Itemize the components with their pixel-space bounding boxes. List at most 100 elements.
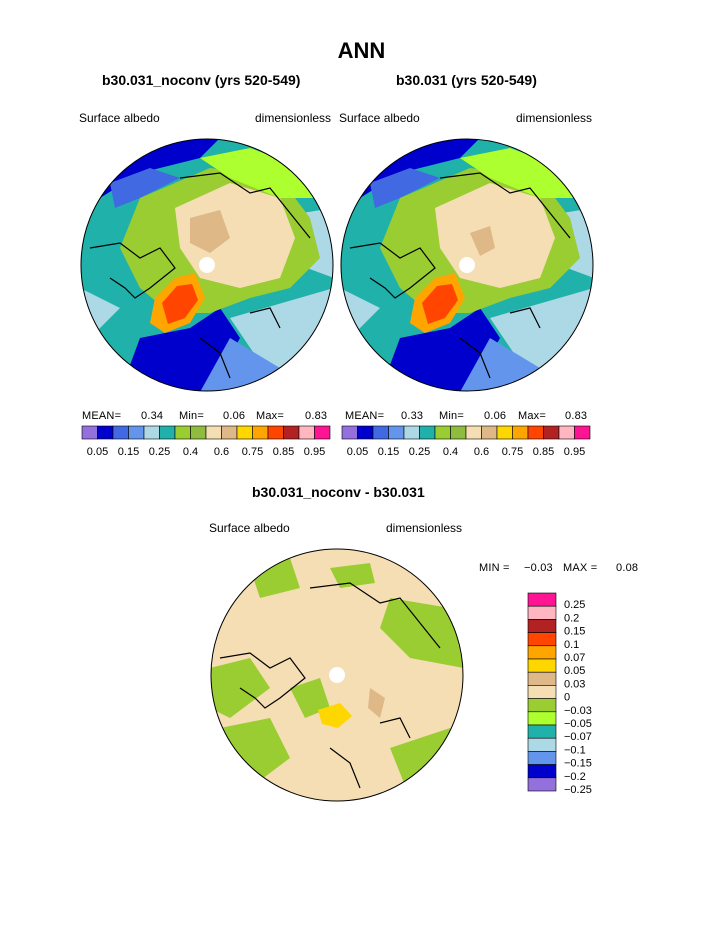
diff-polar-map	[210, 548, 464, 802]
panel2-colorbar: 0.05 0.15 0.25 0.4 0.6 0.75 0.85 0.95	[341, 425, 591, 458]
colorbar-tick-label: 0.15	[118, 446, 139, 458]
map-field-negative	[290, 678, 330, 718]
colorbar-swatch	[174, 425, 191, 440]
colorbar-tick-label: 0	[564, 692, 570, 704]
page-title: ANN	[337, 38, 386, 63]
colorbar-tick-label: 0.07	[564, 652, 585, 664]
panel2-units-label: dimensionless	[516, 111, 593, 125]
colorbar-tick-label: 0.85	[533, 446, 554, 458]
colorbar-swatch	[419, 425, 436, 440]
colorbar-swatch	[252, 425, 269, 440]
colorbar-swatch	[81, 425, 98, 440]
colorbar-swatch	[434, 425, 451, 440]
colorbar-tick-label: 0.05	[347, 446, 368, 458]
diff-min-value: −0.03	[524, 562, 553, 574]
map-field-negative	[380, 598, 463, 668]
panel2-max-value: 0.83	[565, 410, 588, 422]
colorbar-tick-label: 0.15	[378, 446, 399, 458]
map-coastline	[89, 172, 311, 379]
colorbar-tick-label: −0.25	[564, 784, 592, 796]
map-field-positive	[318, 703, 352, 728]
panel1-title: b30.031_noconv (yrs 520-549)	[102, 72, 301, 88]
colorbar-swatch	[527, 632, 557, 647]
colorbar-swatch	[450, 425, 467, 440]
colorbar-swatch	[527, 605, 557, 620]
colorbar-swatch	[465, 425, 482, 440]
colorbar-swatch	[527, 425, 544, 440]
colorbar-swatch	[527, 764, 557, 779]
panel1-max-value: 0.83	[305, 410, 328, 422]
colorbar-swatch	[527, 698, 557, 713]
colorbar-swatch	[388, 425, 405, 440]
colorbar-swatch	[527, 658, 557, 673]
colorbar-swatch	[112, 425, 129, 440]
colorbar-swatch	[314, 425, 331, 440]
panel2-max-label: Max=	[518, 410, 547, 422]
diff-variable-label: Surface albedo	[209, 521, 290, 535]
colorbar-swatch	[403, 425, 420, 440]
colorbar-swatch	[527, 685, 557, 699]
colorbar-swatch	[527, 724, 557, 739]
colorbar-tick-label: 0.95	[564, 446, 585, 458]
map-field-ice-red	[422, 284, 458, 324]
colorbar-swatch	[267, 425, 284, 440]
colorbar-tick-label: 0.95	[304, 446, 325, 458]
map-field-negative	[330, 563, 375, 588]
map-field-deep-blue	[120, 308, 240, 391]
pole-marker	[459, 257, 475, 273]
map-field-blue	[110, 168, 180, 208]
colorbar-tick-label: −0.07	[564, 731, 592, 743]
colorbar-tick-label: 0.25	[409, 446, 430, 458]
map-field-blue	[200, 338, 280, 391]
colorbar-swatch	[512, 425, 529, 440]
map-field-blue	[460, 338, 540, 391]
panel2-variable-label: Surface albedo	[339, 111, 420, 125]
colorbar-tick-label: 0.4	[183, 446, 198, 458]
map-field-tan	[470, 226, 495, 256]
colorbar-tick-label: 0.4	[443, 446, 458, 458]
colorbar-swatch	[527, 619, 557, 633]
colorbar-swatch	[190, 425, 207, 440]
diff-colorbar: 0.250.20.150.10.070.050.030−0.03−0.05−0.…	[527, 592, 592, 796]
colorbar-tick-label: 0.1	[564, 639, 579, 651]
colorbar-swatch	[527, 777, 557, 792]
colorbar-swatch	[481, 425, 498, 440]
colorbar-swatch	[221, 425, 238, 440]
map-field-tan	[190, 210, 230, 253]
colorbar-swatch	[159, 425, 176, 440]
colorbar-tick-label: 0.85	[273, 446, 294, 458]
colorbar-tick-label: 0.6	[214, 446, 229, 458]
colorbar-tick-label: −0.15	[564, 758, 592, 770]
panel1-max-label: Max=	[256, 410, 285, 422]
map-field-positive	[368, 688, 385, 718]
colorbar-tick-label: 0.03	[564, 678, 585, 690]
colorbar-swatch	[372, 425, 389, 440]
map-field-light-green	[200, 148, 320, 198]
diff-min-label: MIN =	[479, 562, 510, 574]
map-coastline	[349, 172, 571, 379]
map-field-light-green	[460, 148, 580, 198]
colorbar-swatch	[527, 711, 557, 726]
panel2-min-value: 0.06	[484, 410, 507, 422]
diff-title: b30.031_noconv - b30.031	[252, 484, 425, 500]
colorbar-swatch	[236, 425, 253, 440]
diff-units-label: dimensionless	[386, 521, 463, 535]
colorbar-swatch	[527, 737, 557, 752]
colorbar-swatch	[574, 425, 591, 440]
colorbar-swatch	[527, 645, 557, 660]
colorbar-swatch	[543, 425, 560, 440]
panel1-variable-label: Surface albedo	[79, 111, 160, 125]
colorbar-swatch	[298, 425, 315, 440]
colorbar-swatch	[558, 425, 575, 440]
panel1-colorbar: 0.05 0.15 0.25 0.4 0.6 0.75 0.85 0.95	[81, 425, 331, 458]
panel2-mean-label: MEAN=	[345, 410, 385, 422]
colorbar-swatch	[527, 751, 557, 765]
panel1-mean-value: 0.34	[141, 410, 164, 422]
colorbar-swatch	[97, 425, 114, 440]
panel2-mean-value: 0.33	[401, 410, 424, 422]
panel1-polar-map	[80, 138, 334, 392]
colorbar-swatch	[527, 671, 557, 686]
panel2-min-label: Min=	[439, 410, 464, 422]
colorbar-tick-label: −0.05	[564, 718, 592, 730]
map-field-deep-blue	[380, 308, 500, 391]
